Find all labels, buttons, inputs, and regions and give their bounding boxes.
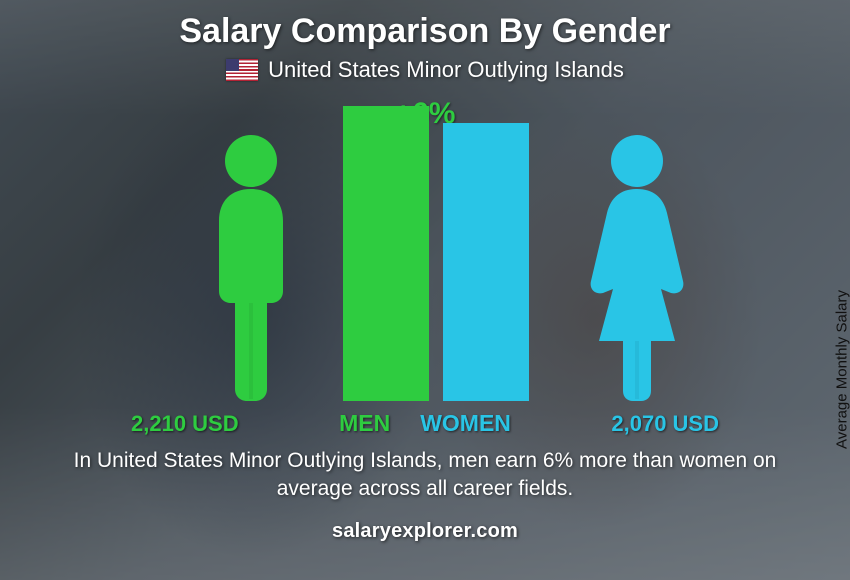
us-flag-icon	[226, 59, 258, 81]
summary-text: In United States Minor Outlying Islands,…	[55, 447, 795, 504]
men-bar	[343, 106, 429, 401]
women-label: WOMEN	[420, 410, 511, 437]
y-axis-label: Average Monthly Salary	[834, 290, 850, 449]
footer-source: salaryexplorer.com	[332, 520, 518, 543]
men-salary: 2,210 USD	[131, 411, 239, 437]
page-title: Salary Comparison By Gender	[179, 12, 670, 51]
region-subtitle: United States Minor Outlying Islands	[268, 57, 624, 83]
men-label: MEN	[339, 410, 390, 437]
male-person-icon	[191, 131, 311, 401]
women-salary: 2,070 USD	[611, 411, 719, 437]
women-bar	[443, 123, 529, 401]
subtitle-row: United States Minor Outlying Islands	[226, 57, 624, 83]
infographic-content: Salary Comparison By Gender United State…	[0, 0, 850, 580]
female-person-icon	[577, 131, 697, 401]
chart-area: +6% 2,210 USD 2,070 USD M	[105, 97, 745, 437]
